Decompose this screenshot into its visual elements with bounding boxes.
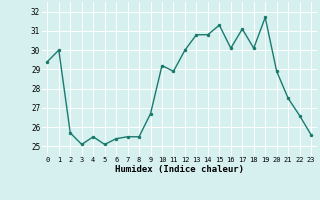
- X-axis label: Humidex (Indice chaleur): Humidex (Indice chaleur): [115, 165, 244, 174]
